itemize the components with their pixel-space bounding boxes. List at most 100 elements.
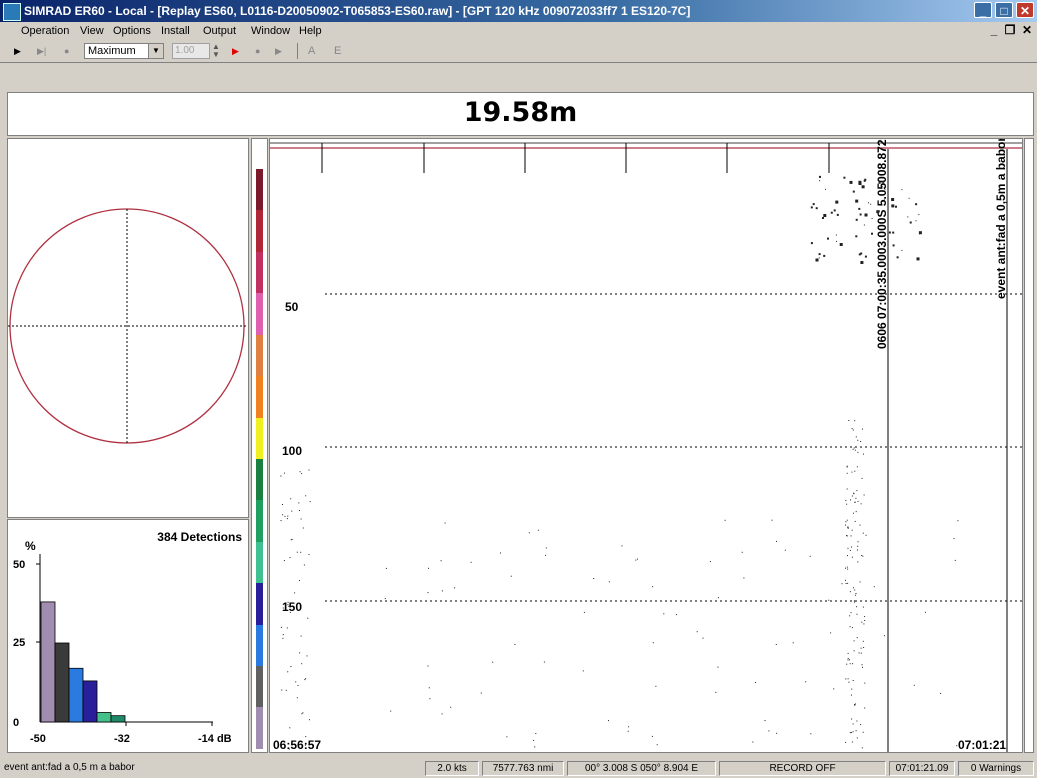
bottom-depth-value: 19.58m [463,97,578,128]
color-scale-segment [256,334,263,377]
echo-target [881,186,883,188]
stop-dot-icon[interactable]: ● [255,46,261,56]
echo-target [845,567,846,569]
status-position: 00° 3.008 S 050° 8.904 E [567,761,716,776]
menu-operation[interactable]: Operation [21,25,70,37]
echo-target [846,535,847,537]
echo-target [853,447,855,449]
echo-target [940,692,942,694]
mdi-restore-button[interactable]: ❐ [1004,23,1016,37]
echo-target [862,731,864,733]
pause-icon[interactable]: ▶ [275,46,282,56]
maximize-button[interactable]: □ [995,2,1013,18]
close-button[interactable]: ✕ [1016,2,1034,18]
echo-target [918,214,920,216]
echo-target [855,703,856,705]
echo-target [288,748,290,750]
echo-target [292,609,294,611]
echo-target [307,617,309,619]
echo-target [847,555,848,557]
histogram-bar [110,715,126,723]
histogram-bar [68,667,84,723]
echo-target [854,470,856,472]
toolbar-button-a[interactable]: A [308,45,316,57]
start-replay-icon[interactable]: ▶ [232,46,239,56]
echo-target [724,519,726,521]
echo-target [851,741,853,743]
chevron-down-icon[interactable]: ▼ [148,44,163,58]
echo-target [846,663,848,665]
echo-target [845,583,847,584]
menu-options[interactable]: Options [113,25,151,37]
echo-target [845,741,847,743]
echo-target [843,176,846,179]
echo-target [428,567,429,569]
record-dot-icon[interactable]: ● [64,46,70,56]
echo-target [537,529,539,531]
echo-target [287,515,289,517]
echo-target [878,181,881,184]
menu-window[interactable]: Window [251,25,291,37]
mdi-close-button[interactable]: ✕ [1021,23,1033,37]
echo-target [855,436,857,438]
echo-target [480,692,482,694]
menu-install[interactable]: Install [161,25,190,37]
echo-target [771,519,773,521]
echo-target [853,600,855,602]
echo-target [810,242,813,245]
echo-target [830,211,833,214]
replay-speed-select[interactable]: Maximum ▼ [84,43,164,59]
echo-target [857,451,859,453]
echo-target [308,554,310,555]
echo-target [656,744,658,746]
echo-target [854,589,856,591]
status-warnings[interactable]: 0 Warnings [958,761,1034,776]
echo-target [953,538,955,540]
echo-target [860,441,862,442]
echo-target [454,587,456,589]
echo-target [663,613,665,615]
echo-target [849,659,850,661]
echo-target [853,493,855,495]
play-icon[interactable]: ▶ [14,46,21,56]
echo-target [299,652,301,654]
echo-target [849,732,851,734]
echo-target [864,620,866,621]
echo-target [892,244,895,247]
echo-target [299,510,300,511]
echo-target [853,650,855,652]
app-icon[interactable] [3,3,21,21]
echo-target [582,670,584,672]
echo-target [845,521,847,523]
echo-target [545,554,547,556]
histogram-bar [96,712,112,723]
echo-target [287,601,289,603]
echo-target [284,515,286,517]
echo-target [303,564,305,566]
spinner-arrows-icon[interactable]: ▲ ▼ [212,42,220,59]
echo-target [651,735,653,737]
echo-target [810,733,812,735]
echo-target [470,561,472,563]
toolbar-button-e[interactable]: E [334,45,342,57]
minimize-button[interactable]: _ [974,2,992,18]
echo-target [295,681,297,683]
mdi-minimize-button[interactable]: _ [990,23,998,37]
echo-target [534,746,536,748]
echo-target [865,534,867,536]
echo-target [859,213,862,216]
step-forward-icon[interactable]: ▶| [37,46,47,56]
menu-help[interactable]: Help [299,25,322,37]
echo-target [839,243,843,246]
replay-speed-value: Maximum [88,45,136,57]
echo-target [852,448,854,450]
echo-target [709,561,711,563]
echo-target [847,527,849,529]
menu-view[interactable]: View [80,25,104,37]
menu-output[interactable]: Output [203,25,237,37]
depth-label-100: 100 [282,444,302,458]
echogram-scroll-strip[interactable] [1024,138,1034,753]
echo-target [919,233,920,235]
step-input[interactable]: 1.00 [172,43,210,59]
echo-target [859,581,861,583]
